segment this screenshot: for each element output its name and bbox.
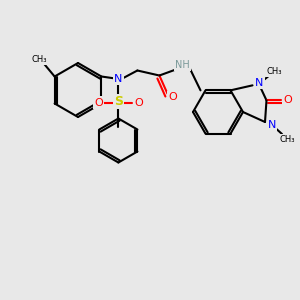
Text: O: O <box>168 92 177 103</box>
Text: CH₃: CH₃ <box>32 55 47 64</box>
Text: NH: NH <box>175 61 190 70</box>
Text: N: N <box>268 120 276 130</box>
Text: N: N <box>255 78 264 88</box>
Text: S: S <box>114 95 123 108</box>
Text: CH₃: CH₃ <box>267 67 282 76</box>
Text: N: N <box>114 74 123 83</box>
Text: CH₃: CH₃ <box>279 134 295 143</box>
Text: O: O <box>134 98 143 107</box>
Text: O: O <box>283 95 292 105</box>
Text: O: O <box>94 98 103 107</box>
